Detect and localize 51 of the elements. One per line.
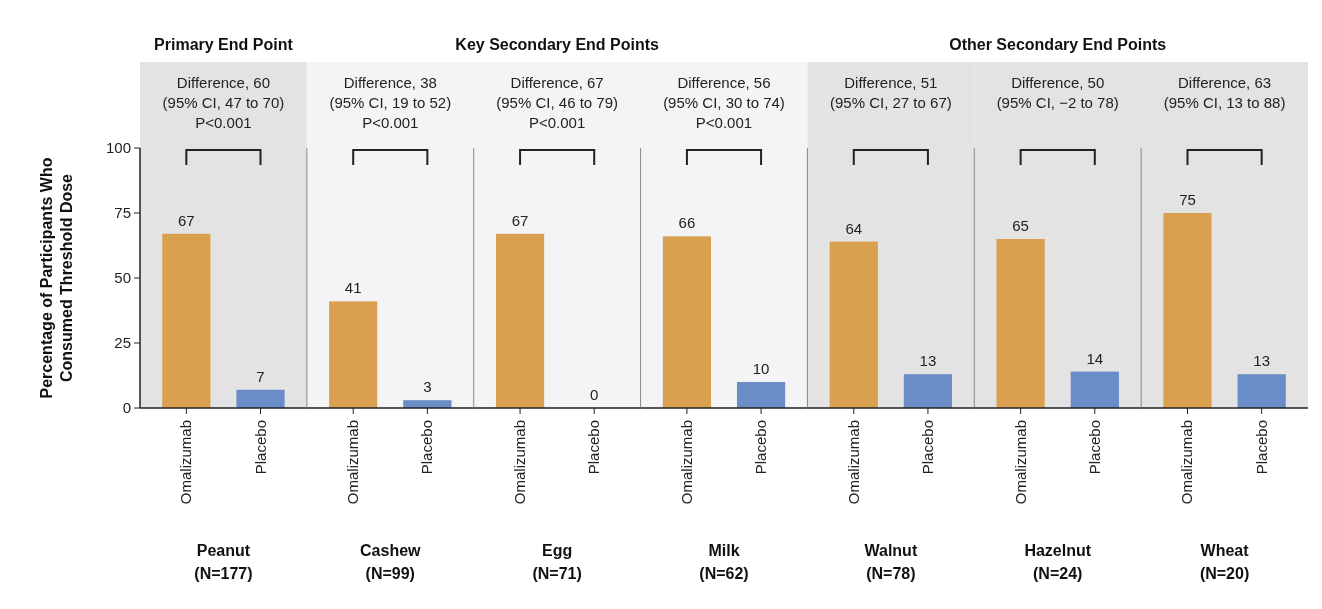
x-tick-label: Placebo	[918, 420, 936, 475]
data-label: 0	[590, 386, 599, 403]
data-label: 41	[344, 279, 362, 297]
x-tick-label: Omalizumab	[844, 420, 862, 505]
data-label: 65	[1012, 217, 1029, 234]
x-tick-label: Placebo	[1085, 420, 1103, 475]
data-label: 67	[178, 211, 195, 229]
y-tick-label: 75	[114, 204, 131, 221]
data-label: 75	[1179, 191, 1196, 208]
y-axis-title: Percentage of Participants Who Consumed Threshold Dose	[38, 157, 75, 399]
y-tick-label: 100	[105, 139, 131, 156]
text: Difference, 50 (95% CI, −2 to 78)	[996, 74, 1119, 111]
y-tick-label: 25	[114, 334, 131, 351]
y-tick-label: 50	[114, 269, 131, 286]
text: Difference, 67 (95% CI, 46 to 79) P<0.001	[496, 74, 619, 131]
x-tick-label: Placebo	[752, 420, 770, 475]
x-tick-label: Omalizumab	[1178, 420, 1196, 505]
x-tick-label: Omalizumab	[511, 420, 529, 505]
data-label: 67	[511, 211, 529, 229]
data-label: 3	[423, 378, 432, 396]
chart-title: Primary End Point	[154, 36, 294, 53]
y-tick-label: 0	[122, 399, 131, 416]
x-axis-title: Cashew (N=99)	[360, 542, 422, 582]
x-axis-title: Peanut (N=177)	[194, 542, 253, 582]
data-label: 7	[256, 367, 265, 385]
x-tick-label: Omalizumab	[677, 420, 695, 505]
data-label: 66	[678, 214, 696, 232]
chart-title: Other Secondary End Points	[949, 36, 1167, 53]
data-label: 13	[919, 352, 937, 370]
x-axis-title: Egg (N=71)	[532, 542, 582, 582]
x-tick-label: Placebo	[418, 420, 436, 475]
text: Difference, 51 (95% CI, 27 to 67)	[829, 74, 952, 111]
text: Difference, 56 (95% CI, 30 to 74) P<0.001	[663, 74, 785, 131]
data-label: 10	[752, 360, 770, 377]
x-axis-title: Milk (N=62)	[699, 542, 749, 582]
x-tick-label: Placebo	[1252, 420, 1270, 475]
x-axis-title: Wheat (N=20)	[1199, 542, 1250, 582]
text: Difference, 38 (95% CI, 19 to 52) P<0.001	[329, 74, 452, 131]
text: Difference, 60 (95% CI, 47 to 70) P<0.001	[162, 74, 285, 131]
x-tick-label: Placebo	[251, 420, 269, 475]
x-axis-title: Walnut (N=78)	[864, 542, 918, 582]
data-label: 64	[845, 219, 863, 237]
x-tick-label: Omalizumab	[1011, 420, 1029, 505]
text: Difference, 63 (95% CI, 13 to 88)	[1163, 74, 1286, 111]
x-tick-label: Omalizumab	[177, 420, 195, 505]
x-tick-label: Placebo	[585, 420, 603, 475]
chart-title: Key Secondary End Points	[455, 36, 660, 53]
data-label: 13	[1253, 352, 1270, 370]
data-label: 14	[1086, 349, 1104, 367]
x-axis-title: Hazelnut (N=24)	[1024, 542, 1092, 582]
x-tick-label: Omalizumab	[344, 420, 362, 505]
